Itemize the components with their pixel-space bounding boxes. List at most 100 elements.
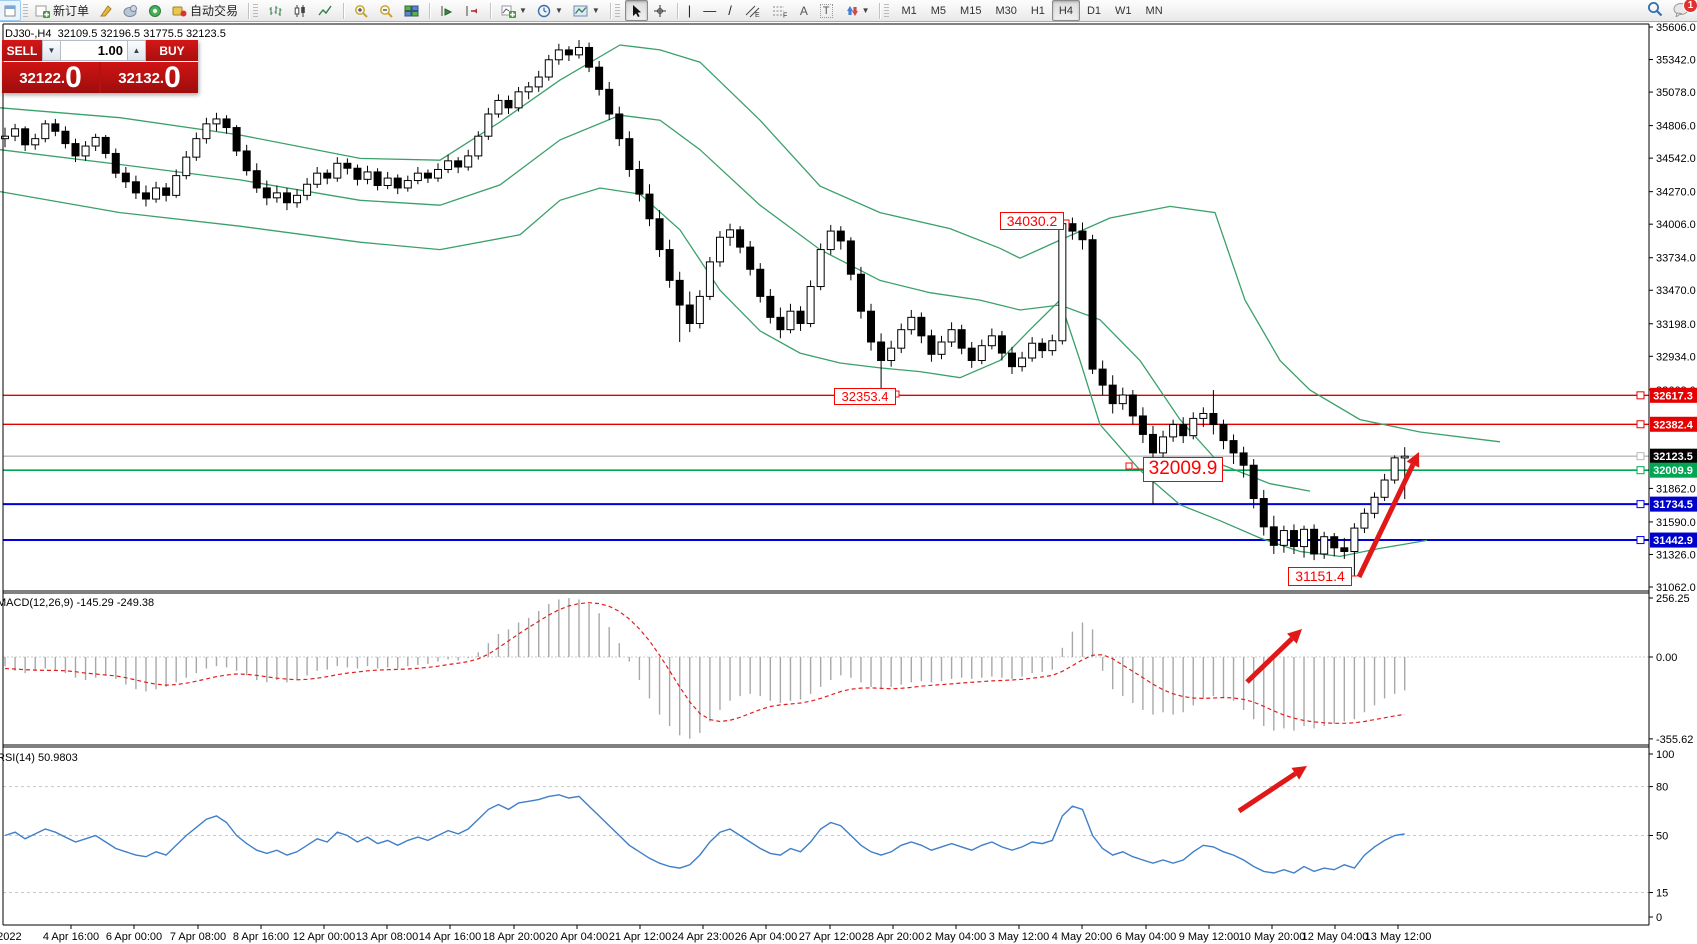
toolbar-grip[interactable] [23, 3, 28, 18]
timeframe-d1-button[interactable]: D1 [1086, 4, 1102, 17]
svg-text:0.00: 0.00 [1656, 652, 1677, 664]
zoom-out-button[interactable] [374, 0, 399, 21]
svg-text:4 May 20:00: 4 May 20:00 [1052, 931, 1113, 943]
candlestick-chart-button[interactable] [288, 0, 313, 21]
buy-button[interactable]: BUY [146, 40, 198, 61]
annotation-level-32353[interactable]: 32353.4 [834, 388, 896, 405]
caret-down-icon: ▼ [47, 46, 56, 55]
bar-chart-button[interactable] [263, 0, 288, 21]
news-button[interactable] [143, 0, 167, 21]
svg-text:34542.0: 34542.0 [1656, 153, 1696, 165]
svg-text:18 Apr 20:00: 18 Apr 20:00 [483, 931, 545, 943]
chart-window-icon [4, 5, 16, 16]
timeframe-m5-button[interactable]: M5 [930, 4, 947, 17]
pane-borders [2, 23, 1650, 926]
caret-down-icon: ▼ [861, 6, 870, 15]
arrows-tool[interactable]: ▼ [840, 0, 875, 21]
fibonacci-tool[interactable]: F [767, 0, 793, 21]
svg-text:15: 15 [1656, 888, 1668, 900]
chart-canvas[interactable]: 35606.0 35342.0 35078.0 34806.0 34542.0 34270… [0, 21, 1697, 944]
price-tag-32382.4: 32382.4 [1650, 416, 1697, 432]
arrow-head [1287, 629, 1302, 644]
timeframe-mn-button[interactable]: MN [1145, 4, 1163, 17]
candles [1, 40, 1409, 577]
svg-text:34006.0: 34006.0 [1656, 219, 1696, 231]
svg-text:33198.0: 33198.0 [1656, 319, 1696, 331]
annotation-low-31151[interactable]: 31151.4 [1288, 567, 1352, 586]
autotrade-icon [172, 6, 187, 16]
auto-scroll-icon [441, 5, 453, 16]
templates-button[interactable]: ▼ [568, 0, 605, 21]
chart-shift-button[interactable] [460, 0, 485, 21]
sell-price-display[interactable]: 32122. 0 [2, 62, 99, 93]
annotation-entry-32009[interactable]: 32009.9 [1143, 457, 1223, 482]
svg-text:31862.0: 31862.0 [1656, 483, 1696, 495]
vertical-line-tool[interactable]: | [687, 3, 692, 18]
crosshair-tool-button[interactable] [648, 0, 672, 21]
buy-price-display[interactable]: 32132. 0 [101, 62, 198, 93]
channel-tool[interactable]: E [739, 0, 765, 21]
annotation-high-34030[interactable]: 34030.2 [1000, 212, 1064, 230]
sell-button[interactable]: SELL [2, 40, 42, 61]
svg-text:0: 0 [1656, 912, 1662, 924]
template-icon [573, 5, 588, 16]
svg-text:256.25: 256.25 [1656, 593, 1690, 605]
timeframe-w1-button[interactable]: W1 [1115, 4, 1132, 17]
price-tag-32617.3: 32617.3 [1650, 387, 1697, 403]
macd-pane [3, 598, 1649, 739]
periods-button[interactable]: ▼ [532, 0, 568, 21]
svg-text:4 Apr 16:00: 4 Apr 16:00 [43, 931, 99, 943]
chart-info-line: DJ30-,H4 32109.5 32196.5 31775.5 32123.5 [5, 28, 226, 40]
trendline-tool[interactable]: / [728, 3, 732, 18]
text-label-tool[interactable]: T [815, 0, 838, 21]
cursor-tool-button[interactable] [624, 0, 648, 21]
zoom-out-icon [380, 4, 393, 18]
indicators-button[interactable]: ▼ [496, 0, 532, 21]
price-line-marker [1636, 391, 1645, 400]
zoom-in-icon [355, 4, 368, 18]
new-order-button[interactable]: 新订单 [30, 0, 94, 21]
horizontal-line-tool[interactable]: — [703, 3, 717, 18]
zoom-in-button[interactable] [349, 0, 374, 21]
svg-text:26 Apr 04:00: 26 Apr 04:00 [735, 931, 797, 943]
macd-signal-line [4, 602, 1405, 724]
svg-text:13 May 12:00: 13 May 12:00 [1365, 931, 1432, 943]
search-button[interactable] [1647, 1, 1663, 20]
svg-text:32934.0: 32934.0 [1656, 351, 1696, 363]
svg-text:20 Apr 04:00: 20 Apr 04:00 [546, 931, 608, 943]
symbol-period: DJ30-,H4 [5, 28, 52, 40]
rsi-pane [3, 786, 1649, 894]
svg-text:3 May 12:00: 3 May 12:00 [989, 931, 1050, 943]
one-click-trade-panel: SELL ▼ ▲ BUY 32122.0 32132.0 [2, 40, 198, 93]
toolbar-grip[interactable] [253, 3, 259, 18]
caret-up-icon: ▲ [132, 46, 141, 55]
price-line-marker [1636, 500, 1645, 509]
volume-decrease-button[interactable]: ▼ [42, 40, 61, 61]
svg-text:21 Apr 12:00: 21 Apr 12:00 [609, 931, 671, 943]
toolbar-grip[interactable] [884, 3, 890, 18]
trend-arrows [1237, 452, 1420, 814]
volume-input[interactable] [61, 40, 127, 61]
timeframe-m15-button[interactable]: M15 [960, 4, 982, 17]
tile-windows-button[interactable] [399, 0, 424, 21]
svg-text:7 Apr 08:00: 7 Apr 08:00 [170, 931, 226, 943]
timeframe-h1-button[interactable]: H1 [1030, 4, 1045, 17]
clipped-edge-icon[interactable] [0, 0, 21, 21]
svg-text:14 Apr 16:00: 14 Apr 16:00 [419, 931, 481, 943]
timeframe-m30-button[interactable]: M30 [995, 4, 1017, 17]
tile-windows-icon [404, 5, 419, 16]
autotrade-button[interactable]: 自动交易 [167, 0, 243, 21]
volume-increase-button[interactable]: ▲ [127, 40, 146, 61]
line-chart-button[interactable] [313, 0, 338, 21]
timeframe-m1-button[interactable]: M1 [901, 4, 917, 17]
auto-scroll-button[interactable] [435, 0, 460, 21]
price-tag-31442.9: 31442.9 [1650, 532, 1697, 548]
timeframe-h4-button[interactable]: H4 [1051, 0, 1080, 21]
toolbar-grip[interactable] [614, 3, 620, 18]
highlight-tool-button[interactable] [94, 0, 118, 21]
notifications-button[interactable]: 1 [1673, 0, 1697, 20]
text-tool[interactable]: A [799, 3, 808, 18]
marker-pen-icon [100, 4, 112, 16]
mql-community-button[interactable] [118, 0, 143, 21]
